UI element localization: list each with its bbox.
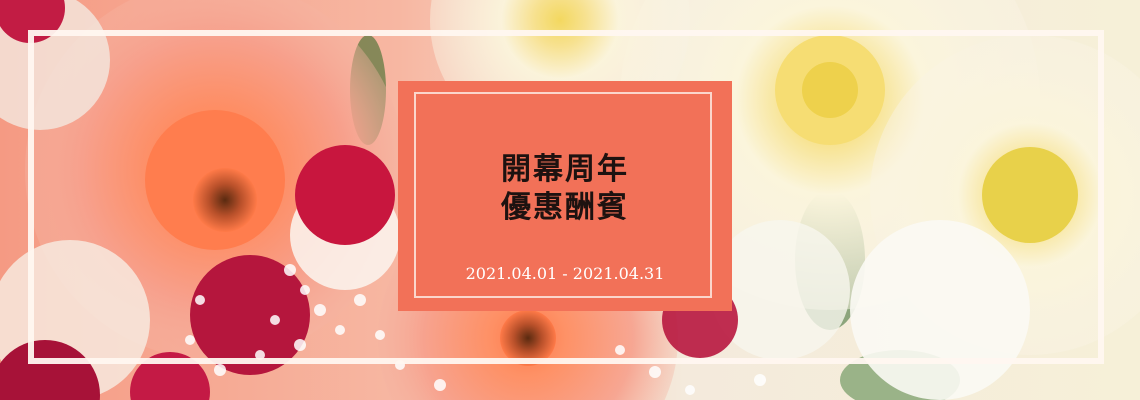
promo-card: 開幕周年 優惠酬賓 2021.04.01 - 2021.04.31 (398, 81, 732, 311)
promo-headline: 開幕周年 優惠酬賓 (398, 151, 732, 227)
decorative-frame (28, 30, 1104, 364)
promo-date-range: 2021.04.01 - 2021.04.31 (465, 264, 665, 283)
headline-line-1: 開幕周年 (501, 152, 629, 187)
headline-line-2: 優惠酬賓 (501, 190, 629, 225)
promo-card-border (414, 92, 712, 298)
